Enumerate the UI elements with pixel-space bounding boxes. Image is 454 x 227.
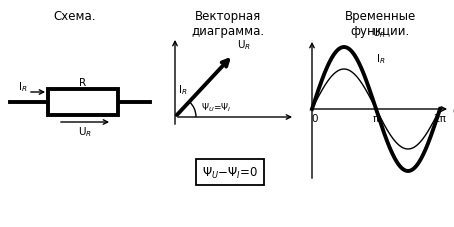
- Text: Временные
функции.: Временные функции.: [345, 10, 415, 38]
- Text: Ψ$_U$=Ψ$_I$: Ψ$_U$=Ψ$_I$: [201, 101, 232, 114]
- Text: Схема.: Схема.: [54, 10, 96, 23]
- Text: I$_R$: I$_R$: [18, 80, 28, 94]
- Bar: [48, 90, 118, 116]
- Text: I$_R$: I$_R$: [178, 83, 187, 96]
- Text: U$_R$: U$_R$: [237, 38, 251, 52]
- Text: 0: 0: [312, 114, 318, 123]
- Text: Векторная
диаграмма.: Векторная диаграмма.: [192, 10, 265, 38]
- Text: I$_R$: I$_R$: [376, 52, 385, 66]
- Text: 2π: 2π: [434, 114, 446, 123]
- Text: U$_R$: U$_R$: [372, 26, 386, 40]
- Text: π: π: [373, 114, 379, 123]
- Text: R: R: [79, 78, 87, 88]
- Text: ωt: ωt: [452, 106, 454, 116]
- Text: Ψ$_U$−Ψ$_I$=0: Ψ$_U$−Ψ$_I$=0: [202, 165, 258, 180]
- Text: U$_R$: U$_R$: [78, 124, 92, 138]
